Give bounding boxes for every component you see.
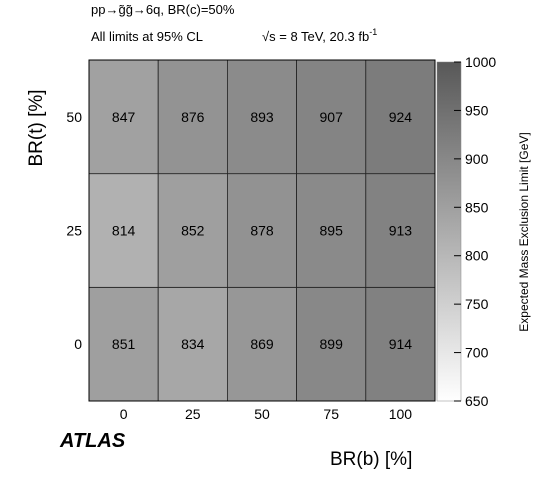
y-tick-label: 50 — [66, 109, 82, 125]
plot-frame — [88, 59, 436, 402]
energy-lumi-text: √s = 8 TeV, 20.3 fb — [262, 29, 369, 44]
cell-value-label: 893 — [250, 109, 274, 125]
cell-value-label: 876 — [181, 109, 205, 125]
heatmap-cell — [365, 286, 436, 402]
x-tick-label: 100 — [389, 406, 413, 422]
cell-value-label: 834 — [181, 336, 205, 352]
colorbar-tick-label: 650 — [465, 393, 489, 409]
heatmap-cell — [157, 173, 228, 288]
cell-value-label: 869 — [250, 336, 274, 352]
cell-value-label: 814 — [112, 223, 136, 239]
heatmap-cell — [296, 286, 367, 402]
cell-value-label: 914 — [389, 336, 413, 352]
x-tick-label: 25 — [185, 406, 201, 422]
cl-note: All limits at 95% CL — [91, 29, 203, 44]
energy-lumi-label: √s = 8 TeV, 20.3 fb-1 — [262, 27, 377, 44]
colorbar-tick-label: 950 — [465, 102, 489, 118]
cell-value-label: 878 — [250, 223, 274, 239]
y-tick-label: 0 — [74, 336, 82, 352]
cell-value-label: 899 — [320, 336, 344, 352]
x-tick-labels: 0 25 50 75 100 — [120, 406, 413, 422]
colorbar-tick-label: 750 — [465, 296, 489, 312]
x-axis-title: BR(b) [%] — [330, 449, 412, 470]
heatmap-cell — [157, 59, 228, 175]
y-tick-label: 25 — [66, 223, 82, 239]
colorbar-tick-label: 900 — [465, 151, 489, 167]
cell-value-label: 852 — [181, 223, 205, 239]
cell-value-label: 924 — [389, 109, 413, 125]
cell-value-label: 851 — [112, 336, 136, 352]
x-tick-label: 50 — [254, 406, 270, 422]
heatmap-cell — [226, 59, 297, 175]
colorbar-ticks: 650 700 750 800 850 900 950 1000 — [454, 54, 496, 409]
heatmap-cell — [88, 173, 159, 288]
heatmap-cell — [365, 59, 436, 175]
lumi-exponent: -1 — [369, 27, 377, 37]
x-tick-label: 0 — [120, 406, 128, 422]
y-axis-title: BR(t) [%] — [26, 89, 47, 166]
cell-value-label: 847 — [112, 109, 136, 125]
process-label: pp→g̃g̃→6q, BR(c)=50% — [91, 2, 235, 17]
cell-value-label: 895 — [320, 223, 344, 239]
cell-value-label: 907 — [320, 109, 344, 125]
heatmap-cell — [88, 286, 159, 402]
heatmap-cell-labels: 851 834 869 899 914 814 852 878 895 913 847 876 893 9… — [112, 109, 412, 352]
heatmap-cell — [157, 286, 228, 402]
colorbar-tick-label: 850 — [465, 199, 489, 215]
atlas-logo: ATLAS — [59, 430, 126, 452]
y-tick-labels: 0 25 50 — [66, 109, 82, 352]
x-tick-label: 75 — [323, 406, 339, 422]
heatmap-cells — [88, 59, 436, 402]
heatmap-cell — [365, 173, 436, 288]
heatmap-cell — [296, 173, 367, 288]
heatmap-cell — [226, 173, 297, 288]
colorbar-tick-label: 700 — [465, 345, 489, 361]
colorbar-tick-label: 800 — [465, 248, 489, 264]
colorbar-label: Expected Mass Exclusion Limit [GeV] — [517, 132, 531, 331]
colorbar-tick-label: 1000 — [465, 54, 496, 70]
cell-value-label: 913 — [389, 223, 413, 239]
colorbar — [436, 61, 462, 402]
